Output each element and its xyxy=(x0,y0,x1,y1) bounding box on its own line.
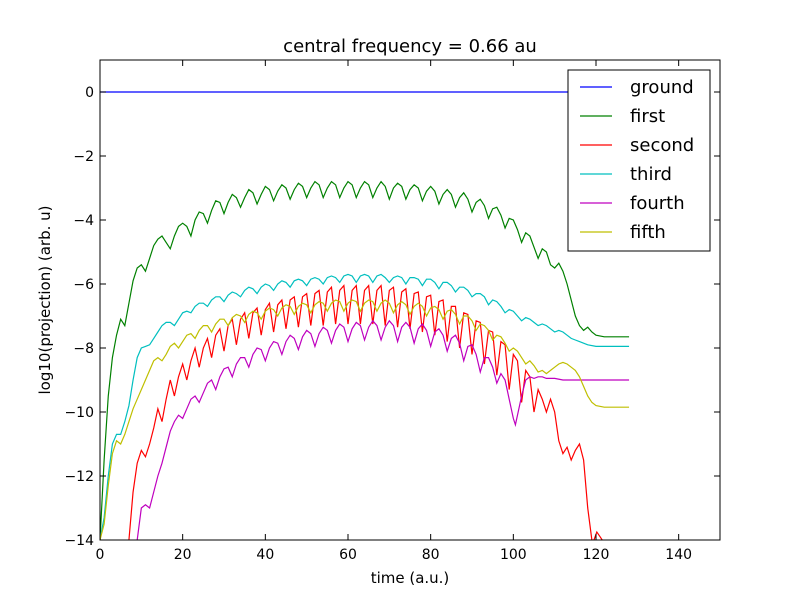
y-axis-label: log10(projection) (arb. u) xyxy=(36,206,54,395)
x-tick-label: 120 xyxy=(583,547,610,563)
legend: ground first second third fourth fifth xyxy=(567,69,711,252)
y-tick-label: −6 xyxy=(73,277,94,293)
y-tick-label: −8 xyxy=(73,341,94,357)
legend-label-third: third xyxy=(630,164,672,185)
ticks-layer: 0 20 40 60 80 100 120 140 0 −2 −4 −6 −8 −10 −12 −14 xyxy=(64,60,720,563)
x-tick-label: 140 xyxy=(665,547,692,563)
plot-frame xyxy=(99,59,721,541)
legend-label-ground: ground xyxy=(630,77,694,98)
legend-label-fifth: fifth xyxy=(630,222,666,243)
x-tick-label: 0 xyxy=(96,547,105,563)
x-tick-label: 40 xyxy=(256,547,274,563)
x-axis-label: time (a.u.) xyxy=(371,569,450,587)
legend-label-second: second xyxy=(630,135,694,156)
y-tick-label: −14 xyxy=(64,533,94,549)
y-tick-label: 0 xyxy=(85,85,94,101)
series-line-second xyxy=(128,284,593,540)
series-line-fourth xyxy=(136,319,630,540)
series-line-first xyxy=(100,180,630,540)
x-tick-label: 20 xyxy=(174,547,192,563)
x-tick-label: 80 xyxy=(422,547,440,563)
y-tick-label: −4 xyxy=(73,213,94,229)
x-tick-label: 100 xyxy=(500,547,527,563)
y-tick-label: −10 xyxy=(64,405,94,421)
legend-label-fourth: fourth xyxy=(630,193,685,214)
y-tick-label: −2 xyxy=(73,149,94,165)
legend-box xyxy=(567,69,711,252)
x-tick-label: 60 xyxy=(339,547,357,563)
series-line-second-tail xyxy=(593,530,603,540)
series-layer xyxy=(100,91,630,540)
chart-title: central frequency = 0.66 au xyxy=(283,36,537,57)
series-line-fifth xyxy=(100,299,630,540)
legend-label-first: first xyxy=(630,106,665,127)
y-tick-label: −12 xyxy=(64,469,94,485)
series-line-third xyxy=(100,273,630,540)
